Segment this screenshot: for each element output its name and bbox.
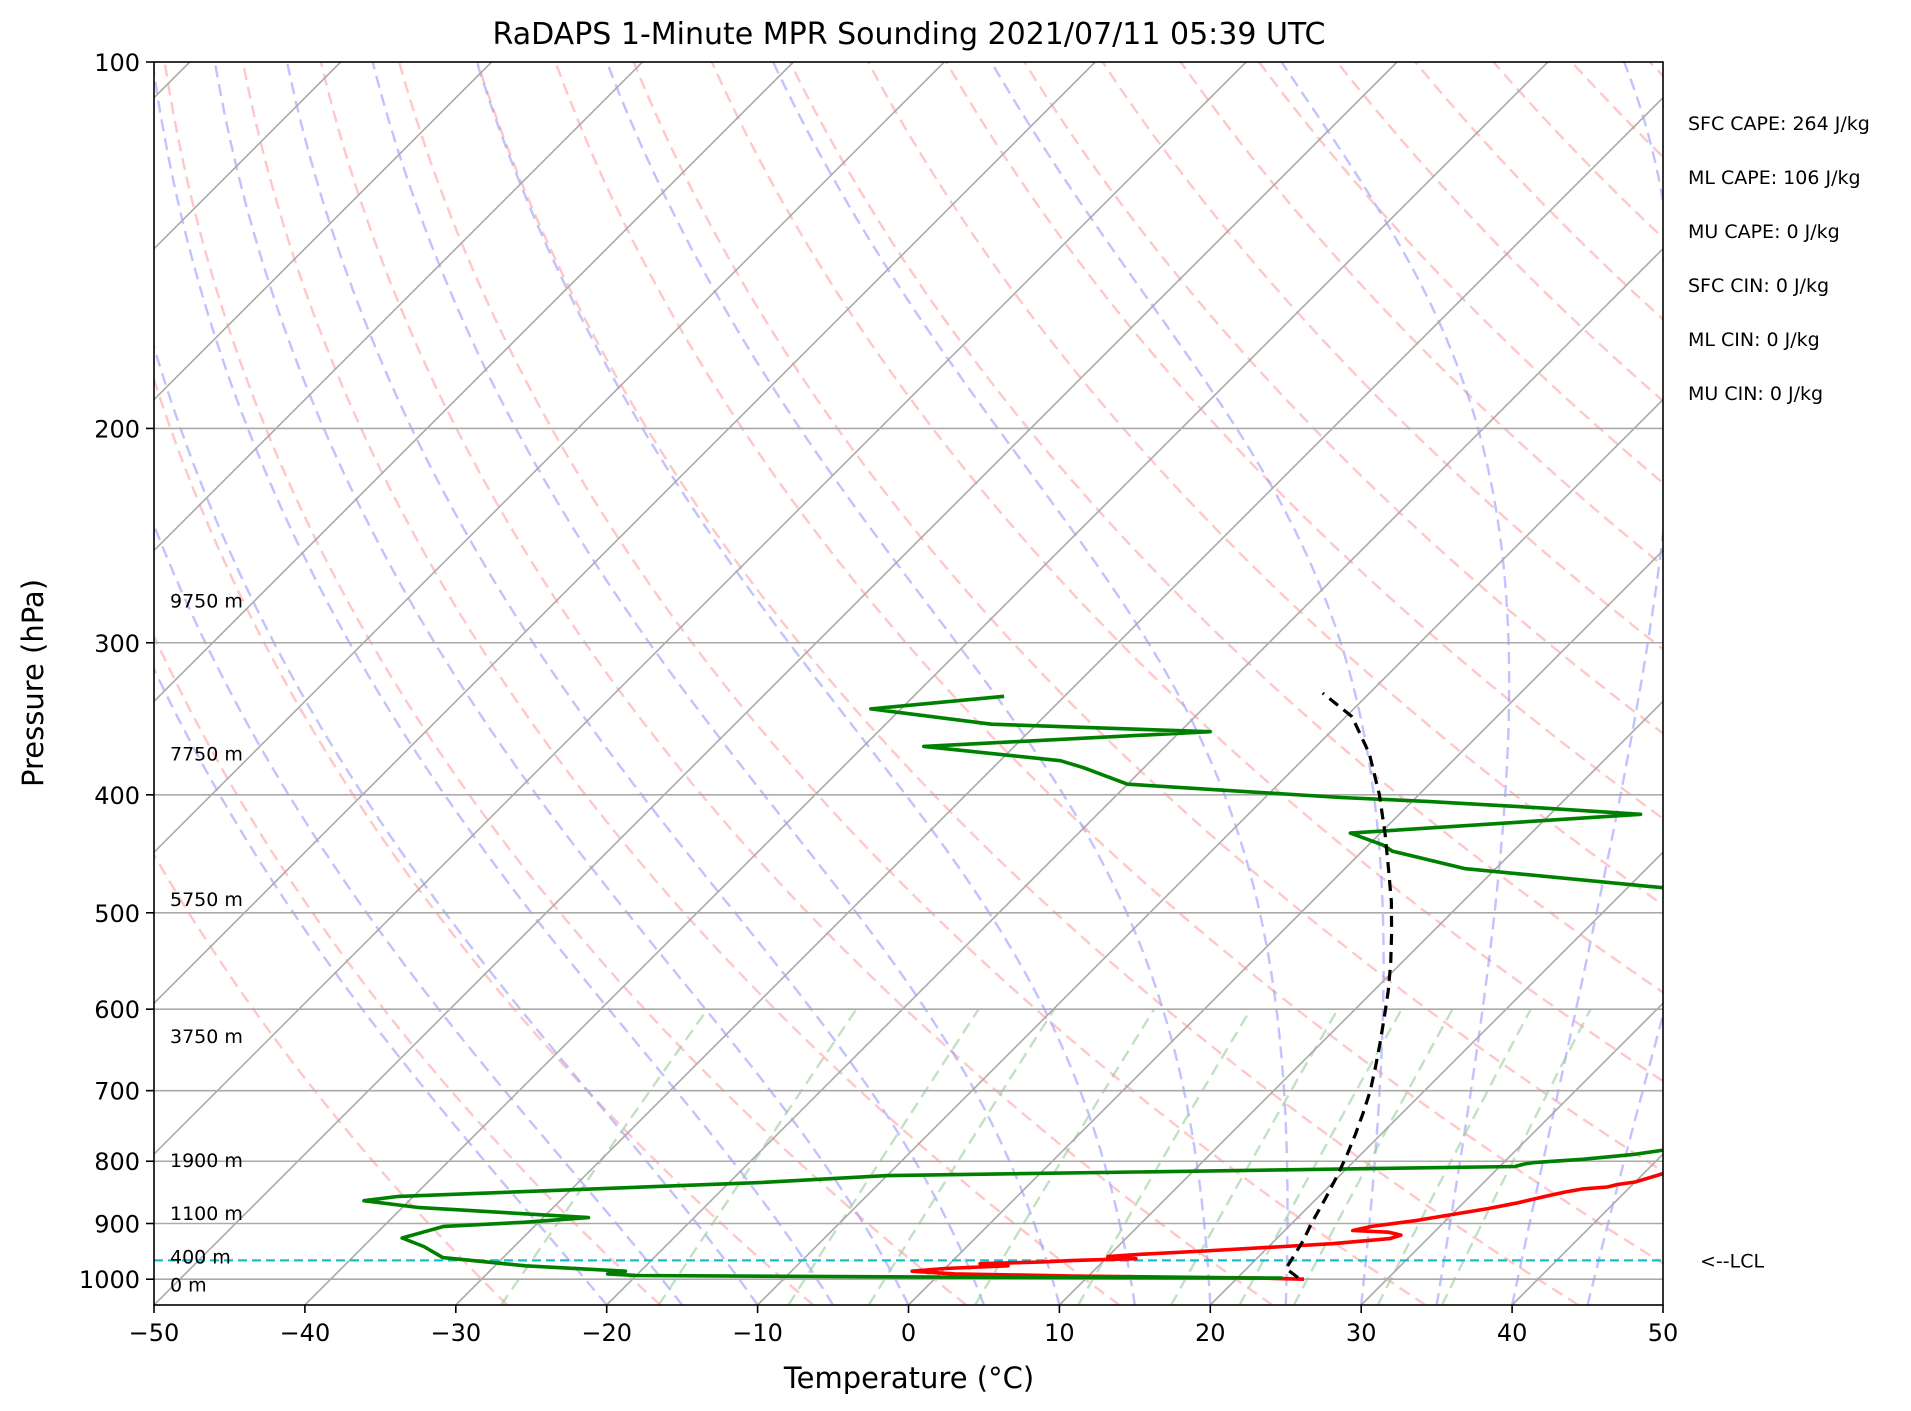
- x-tick-label: −10: [732, 1319, 783, 1347]
- x-tick-label: −40: [280, 1319, 331, 1347]
- height-label: 7750 m: [170, 744, 243, 766]
- height-label: 3750 m: [170, 1026, 243, 1048]
- stability-index: MU CIN: 0 J/kg: [1688, 383, 1823, 405]
- y-tick-label: 200: [94, 415, 140, 443]
- chart-title: RaDAPS 1-Minute MPR Sounding 2021/07/11 …: [493, 17, 1326, 52]
- stability-index: SFC CIN: 0 J/kg: [1688, 275, 1829, 297]
- x-tick-label: 30: [1346, 1319, 1377, 1347]
- x-tick-label: 10: [1044, 1319, 1075, 1347]
- height-label: 9750 m: [170, 591, 243, 613]
- height-label: 0 m: [170, 1274, 207, 1296]
- y-tick-label: 800: [94, 1148, 140, 1176]
- x-tick-label: 20: [1195, 1319, 1226, 1347]
- y-tick-label: 600: [94, 996, 140, 1024]
- x-axis-label: Temperature (°C): [783, 1361, 1034, 1395]
- stability-index: ML CIN: 0 J/kg: [1688, 329, 1820, 351]
- x-tick-label: −20: [581, 1319, 632, 1347]
- y-tick-label: 1000: [79, 1266, 140, 1294]
- height-label: 400 m: [170, 1247, 231, 1269]
- x-tick-label: 50: [1648, 1319, 1679, 1347]
- y-tick-label: 400: [94, 782, 140, 810]
- y-tick-label: 900: [94, 1211, 140, 1239]
- x-tick-label: 40: [1497, 1319, 1528, 1347]
- y-tick-label: 700: [94, 1078, 140, 1106]
- x-tick-label: −50: [129, 1319, 180, 1347]
- y-tick-label: 300: [94, 630, 140, 658]
- stability-index: SFC CAPE: 264 J/kg: [1688, 113, 1870, 135]
- x-tick-label: 0: [901, 1319, 916, 1347]
- height-label: 5750 m: [170, 889, 243, 911]
- lcl-label: <--LCL: [1700, 1250, 1764, 1272]
- stability-index: MU CAPE: 0 J/kg: [1688, 221, 1840, 243]
- y-tick-label: 500: [94, 900, 140, 928]
- y-axis-label: Pressure (hPa): [16, 579, 50, 787]
- stability-index: ML CAPE: 106 J/kg: [1688, 167, 1861, 189]
- x-tick-label: −30: [430, 1319, 481, 1347]
- height-label: 1100 m: [170, 1203, 243, 1225]
- y-tick-label: 100: [94, 49, 140, 77]
- height-label: 1900 m: [170, 1150, 243, 1172]
